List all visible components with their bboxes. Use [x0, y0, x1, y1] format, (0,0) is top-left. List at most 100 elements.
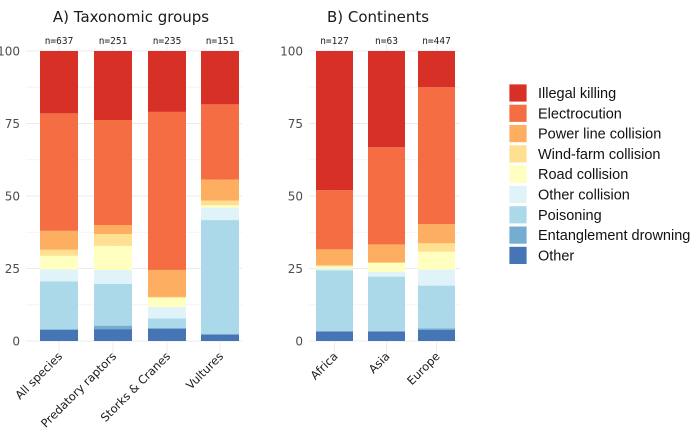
panel-taxonomic-groups: A) Taxonomic groups 0 25 50 75 100 n=637 All s…: [0, 8, 242, 430]
bar-segment-wind-farm-collision: [368, 262, 405, 263]
bar-europe: [418, 51, 455, 341]
bar-segment-poisoning: [316, 270, 353, 332]
bar-segment-power-line-collision: [148, 269, 186, 297]
legend-swatch: [508, 205, 528, 225]
bar-segment-power-line-collision: [418, 224, 455, 244]
bar-segment-other: [94, 329, 132, 341]
panel-a-title: A) Taxonomic groups: [53, 8, 209, 26]
legend-swatch: [508, 124, 528, 143]
sample-size-label: n=447: [422, 36, 451, 47]
bar-segment-poisoning: [148, 318, 186, 329]
bar-segment-other: [201, 334, 239, 341]
y-tick-label: 50: [5, 190, 20, 204]
bar-segment-illegal-killing: [94, 51, 132, 121]
bar-storks-and-cranes: [148, 51, 186, 341]
bar-segment-other: [148, 328, 186, 341]
bar-segment-road-collision: [418, 251, 455, 270]
bar-segment-illegal-killing: [201, 51, 239, 105]
sample-size-label: n=127: [320, 36, 349, 47]
y-tick-label: 100: [280, 45, 303, 59]
legend-item-illegal-killing: Illegal killing: [508, 83, 616, 103]
legend-label: Electrocution: [538, 106, 622, 122]
sample-size-label: n=63: [375, 36, 398, 47]
panel-b-title: B) Continents: [327, 8, 429, 26]
bar-segment-other-collision: [368, 271, 405, 277]
bar-segment-other-collision: [94, 269, 132, 284]
bar-segment-poisoning: [368, 276, 405, 332]
bar-segment-poisoning: [40, 281, 78, 330]
legend-label: Entanglement drowning: [538, 228, 690, 244]
bar-segment-illegal-killing: [148, 51, 186, 112]
legend-label: Other collision: [538, 188, 630, 204]
bar-africa: [316, 51, 353, 341]
x-tick-label: Africa: [308, 349, 341, 382]
bar-segment-other: [418, 329, 455, 341]
bar-segment-electrocution: [316, 190, 353, 250]
legend-item-poisoning: Poisoning: [508, 205, 602, 225]
bar-segment-power-line-collision: [40, 230, 78, 250]
sample-size-label: n=151: [206, 36, 235, 47]
bar-segment-poisoning: [94, 283, 132, 326]
bar-segment-power-line-collision: [368, 244, 405, 263]
x-tick-label: All species: [12, 349, 65, 402]
sample-size-label: n=251: [99, 36, 128, 47]
bar-segment-wind-farm-collision: [40, 249, 78, 256]
bar-segment-other: [316, 331, 353, 341]
bar-segment-road-collision: [368, 262, 405, 272]
bar-segment-wind-farm-collision: [148, 296, 186, 298]
bar-vultures: [201, 51, 239, 341]
bar-segment-wind-farm-collision: [94, 233, 132, 246]
bar-segment-road-collision: [148, 297, 186, 308]
legend-swatch: [508, 83, 528, 103]
legend-label: Power line collision: [538, 127, 661, 143]
legend-label: Other: [538, 248, 574, 264]
bar-segment-other-collision: [316, 268, 353, 271]
legend-swatch: [508, 144, 528, 164]
bar-segment-other: [40, 329, 78, 341]
legend-item-electrocution: Electrocution: [508, 103, 622, 123]
bar-predatory-raptors: [94, 51, 132, 341]
bar-segment-other-collision: [40, 269, 78, 282]
legend-swatch: [508, 164, 528, 184]
bar-segment-entanglement-drowning: [94, 325, 132, 330]
y-tick-label: 25: [288, 262, 303, 276]
bar-asia: [368, 51, 405, 341]
legend-item-other: Other: [508, 245, 574, 265]
legend-item-road-collision: Road collision: [508, 164, 628, 184]
legend-item-wind-farm-collision: Wind-farm collision: [508, 144, 660, 164]
legend-item-power-line-collision: Power line collision: [508, 124, 661, 143]
x-tick-label: Asia: [366, 349, 393, 376]
y-tick-label: 100: [0, 45, 20, 59]
bar-segment-electrocution: [94, 120, 132, 225]
x-tick-label: Vultures: [183, 349, 226, 392]
bar-segment-electrocution: [40, 113, 78, 231]
bar-segment-electrocution: [368, 147, 405, 245]
y-tick-label: 0: [12, 335, 20, 349]
bar-all-species: [40, 51, 78, 341]
bar-segment-wind-farm-collision: [201, 200, 239, 206]
legend-swatch: [508, 225, 528, 245]
bar-segment-other: [368, 331, 405, 341]
y-tick-label: 75: [5, 117, 20, 131]
bar-segment-wind-farm-collision: [316, 265, 353, 267]
bar-segment-road-collision: [201, 205, 239, 208]
bar-segment-entanglement-drowning: [40, 329, 78, 330]
bar-segment-other-collision: [418, 269, 455, 286]
x-tick-label: Europe: [404, 349, 443, 388]
bar-segment-wind-farm-collision: [418, 243, 455, 252]
bar-segment-electrocution: [148, 111, 186, 270]
legend-swatch: [508, 245, 528, 265]
legend-swatch: [508, 103, 528, 123]
bar-segment-poisoning: [418, 285, 455, 329]
legend-item-other-collision: Other collision: [508, 185, 630, 204]
bar-segment-other-collision: [148, 307, 186, 319]
bar-segment-road-collision: [316, 266, 353, 269]
bar-segment-electrocution: [418, 87, 455, 225]
legend-item-entanglement-drowning: Entanglement drowning: [508, 225, 690, 245]
legend-label: Poisoning: [538, 208, 602, 224]
bar-segment-power-line-collision: [316, 249, 353, 266]
bar-segment-power-line-collision: [201, 179, 239, 201]
bar-segment-illegal-killing: [368, 51, 405, 148]
bar-segment-illegal-killing: [418, 51, 455, 88]
